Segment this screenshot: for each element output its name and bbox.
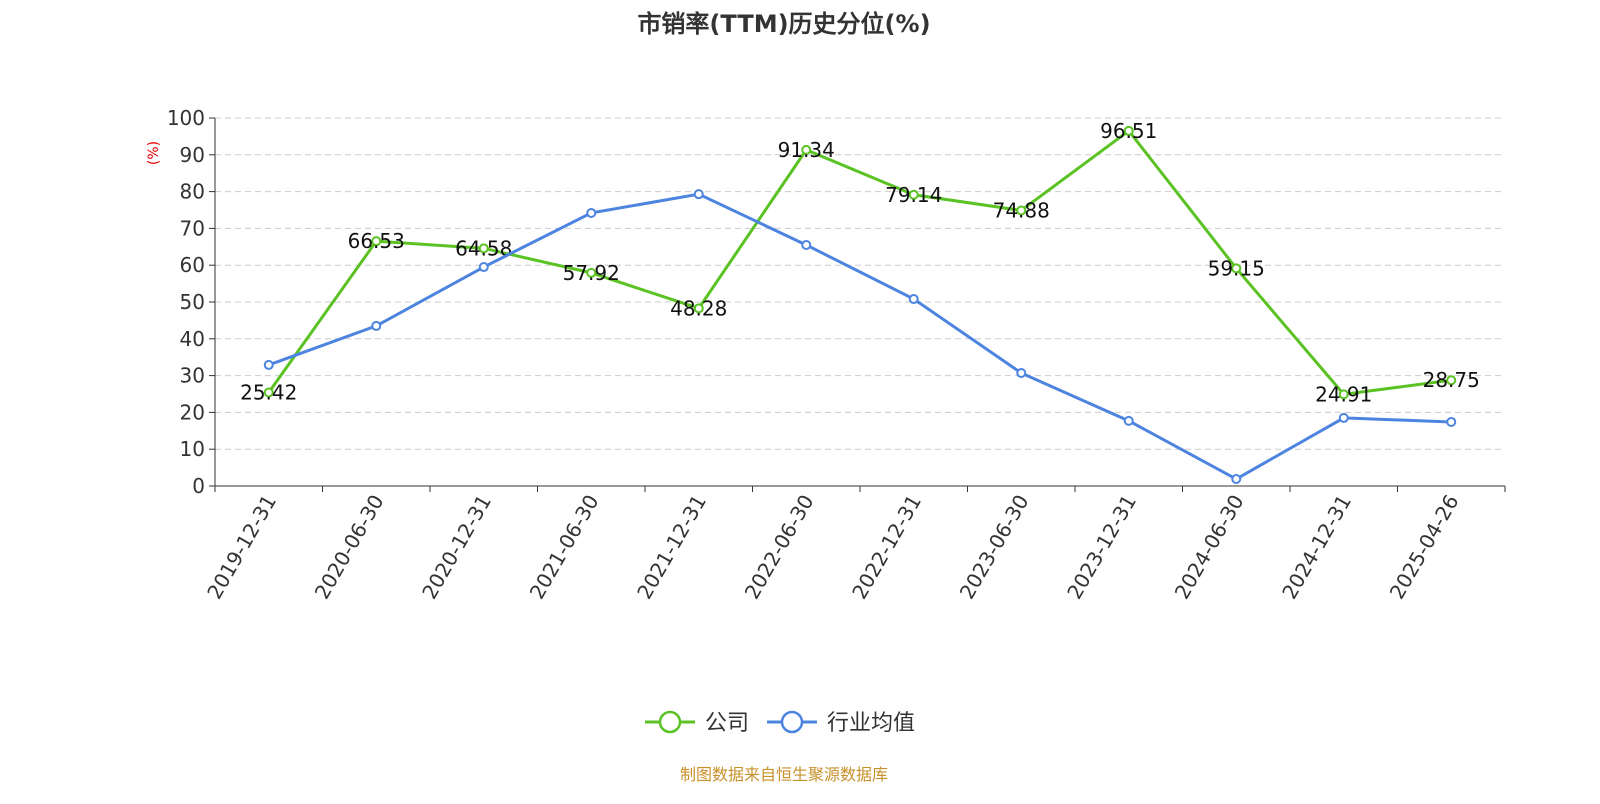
x-tick-label: 2021-06-30 [525, 491, 604, 604]
data-point [371, 320, 382, 331]
y-tick-label: 30 [180, 364, 205, 388]
x-tick-label: 2023-06-30 [955, 491, 1034, 604]
y-tick-label: 40 [180, 327, 205, 351]
data-label: 64.58 [455, 236, 512, 260]
y-tick-label: 50 [180, 290, 205, 314]
data-label: 79.14 [885, 183, 942, 207]
data-point [1338, 389, 1349, 400]
chart-title: 市销率(TTM)历史分位(%) [637, 10, 930, 38]
series-company: 25.42 66.53 64.58 57.92 48.28 91.34 79.14 74.88… [240, 119, 1480, 406]
axes: 0 10 20 30 40 50 60 70 80 90 100 2019-12-31 2020-06-… [167, 106, 1506, 604]
data-point [586, 207, 597, 218]
legend-label: 行业均值 [827, 711, 915, 736]
data-label: 48.28 [670, 296, 727, 320]
data-point [1016, 205, 1027, 216]
data-point [1231, 263, 1242, 274]
data-point [263, 359, 274, 370]
x-tick-label: 2024-06-30 [1170, 491, 1249, 604]
x-tick-label: 2021-12-31 [632, 491, 711, 604]
data-point [1338, 412, 1349, 423]
y-tick-label: 80 [180, 180, 205, 204]
series-line [267, 128, 1452, 396]
series-layer: 25.42 66.53 64.58 57.92 48.28 91.34 79.14 74.88… [240, 119, 1480, 485]
data-point [801, 239, 812, 250]
data-point [1446, 375, 1457, 386]
data-label: 28.75 [1423, 368, 1480, 392]
series-line [268, 192, 1452, 481]
footer-source: 制图数据来自恒生聚源数据库 [680, 765, 888, 784]
data-point [1231, 474, 1242, 485]
y-tick-label: 60 [180, 253, 205, 277]
data-point [1123, 415, 1134, 426]
data-label: 96.51 [1100, 119, 1157, 143]
y-tick-label: 70 [180, 216, 205, 240]
x-tick-label: 2023-12-31 [1062, 491, 1141, 604]
legend-item-company[interactable]: 公司 [645, 710, 749, 736]
y-tick-label: 10 [180, 437, 205, 461]
x-tick-label: 2022-12-31 [847, 491, 926, 604]
legend-circle-icon [780, 710, 804, 734]
data-label: 24.91 [1315, 382, 1372, 406]
data-point [586, 267, 597, 278]
data-label: 59.15 [1208, 256, 1265, 280]
y-tick-label: 100 [167, 106, 205, 130]
legend[interactable]: 公司 行业均值 [645, 710, 915, 736]
data-point [693, 189, 704, 200]
y-axis-label: (%) [146, 141, 162, 165]
data-point [1446, 416, 1457, 427]
legend-label: 公司 [705, 711, 749, 736]
y-tick-label: 90 [180, 143, 205, 167]
x-tick-label: 2020-06-30 [310, 491, 389, 604]
data-label: 74.88 [993, 198, 1050, 222]
data-label: 91.34 [778, 138, 835, 162]
x-tick-label: 2024-12-31 [1277, 491, 1356, 604]
data-point [478, 262, 489, 273]
data-label: 25.42 [240, 380, 297, 404]
data-point [1123, 125, 1134, 136]
data-point [371, 236, 382, 247]
data-point [801, 144, 812, 155]
data-label: 57.92 [563, 261, 620, 285]
x-tick-label: 2020-12-31 [417, 491, 496, 604]
legend-circle-icon [658, 710, 682, 734]
data-point [1016, 368, 1027, 379]
x-tick-label: 2019-12-31 [202, 491, 281, 604]
data-point [693, 303, 704, 314]
y-tick-label: 20 [180, 400, 205, 424]
x-tick-label: 2022-06-30 [740, 491, 819, 604]
data-point [908, 294, 919, 305]
grid-lines [215, 117, 1505, 450]
y-tick-label: 0 [192, 474, 205, 498]
series-industry-average [263, 189, 1457, 485]
x-tick-label: 2025-04-26 [1385, 491, 1464, 604]
data-point [478, 243, 489, 254]
legend-item-industry-average[interactable]: 行业均值 [767, 710, 915, 736]
data-point [263, 387, 274, 398]
data-label: 66.53 [348, 229, 405, 253]
data-point [908, 189, 919, 200]
